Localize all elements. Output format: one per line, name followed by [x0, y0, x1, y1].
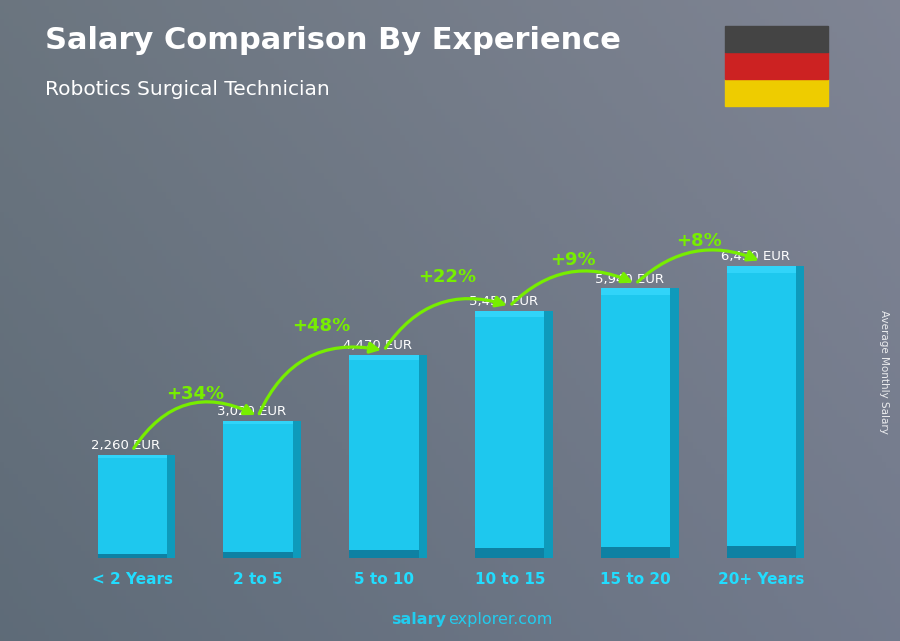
Bar	[475, 548, 544, 558]
Text: +22%: +22%	[418, 268, 476, 286]
Text: explorer.com: explorer.com	[448, 612, 553, 627]
Text: +8%: +8%	[676, 232, 722, 250]
Bar	[724, 79, 828, 106]
Bar	[670, 288, 679, 558]
Bar	[349, 549, 418, 558]
Text: 5,940 EUR: 5,940 EUR	[595, 272, 664, 286]
Bar	[724, 53, 828, 79]
Bar	[418, 355, 427, 558]
Bar	[223, 552, 292, 558]
Bar	[166, 455, 176, 558]
Text: Robotics Surgical Technician: Robotics Surgical Technician	[45, 80, 329, 99]
Text: +9%: +9%	[550, 251, 596, 269]
Text: +34%: +34%	[166, 385, 224, 403]
Bar	[349, 355, 418, 558]
Bar	[724, 26, 828, 53]
Text: 6,430 EUR: 6,430 EUR	[721, 251, 789, 263]
Text: 5,450 EUR: 5,450 EUR	[469, 295, 538, 308]
Text: 3,020 EUR: 3,020 EUR	[217, 405, 286, 418]
Bar	[475, 311, 544, 317]
Bar	[727, 266, 796, 274]
Text: 4,470 EUR: 4,470 EUR	[343, 339, 412, 353]
Bar	[475, 311, 544, 558]
Bar	[97, 554, 166, 558]
Bar	[727, 546, 796, 558]
Bar	[97, 455, 166, 458]
Bar	[796, 266, 805, 558]
Text: +48%: +48%	[292, 317, 350, 335]
Text: Salary Comparison By Experience: Salary Comparison By Experience	[45, 26, 621, 54]
Bar	[97, 455, 166, 558]
Bar	[349, 355, 418, 360]
Bar	[601, 288, 670, 558]
Text: salary: salary	[392, 612, 446, 627]
Bar	[292, 420, 301, 558]
Bar	[223, 420, 292, 424]
Bar	[727, 266, 796, 558]
Bar	[601, 288, 670, 295]
Text: Average Monthly Salary: Average Monthly Salary	[878, 310, 889, 434]
Bar	[601, 547, 670, 558]
Bar	[223, 420, 292, 558]
Bar	[544, 311, 553, 558]
Text: 2,260 EUR: 2,260 EUR	[92, 440, 160, 453]
